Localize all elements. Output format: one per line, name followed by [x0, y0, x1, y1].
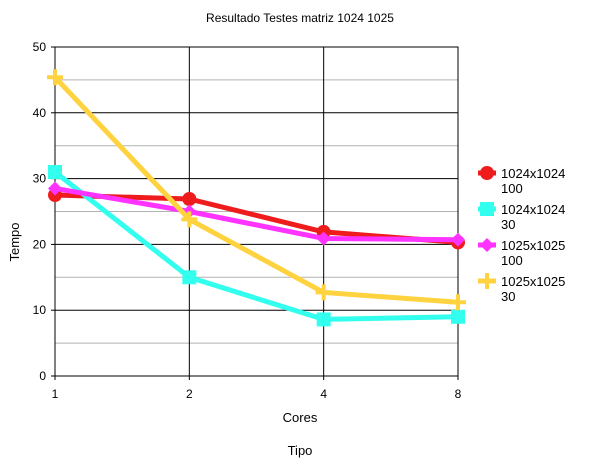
y-tick-label: 0	[39, 369, 46, 383]
y-tick-label: 50	[33, 40, 47, 54]
legend-label-line2: 100	[501, 253, 523, 268]
legend-label: 1024x1024	[501, 166, 565, 181]
legend-swatch-marker	[480, 238, 494, 252]
axes: 0 10 20 30 40 50 1 2 4 8	[33, 40, 462, 401]
grid	[54, 46, 459, 377]
x-tick-label: 2	[186, 387, 193, 401]
legend-swatch-marker	[479, 273, 495, 289]
x-tick-label: 8	[455, 387, 462, 401]
legend-label-line2: 30	[501, 217, 515, 232]
data-point-marker	[316, 312, 331, 327]
data-point-marker	[451, 309, 465, 324]
y-tick-label: 40	[33, 106, 47, 120]
legend-swatch-marker	[480, 202, 494, 216]
x-tick-label: 4	[320, 387, 327, 401]
legend-label: 1025x1025	[501, 238, 565, 253]
chart-title: Resultado Testes matriz 1024 1025	[206, 11, 394, 25]
legend-label-line2: 30	[501, 289, 515, 304]
series-group	[47, 69, 466, 327]
x-axis-label: Cores	[283, 410, 318, 425]
legend-swatch-marker	[480, 166, 494, 180]
y-axis-label: Tempo	[7, 222, 22, 261]
series-2	[48, 165, 465, 327]
data-point-marker	[182, 270, 197, 285]
data-point-marker	[48, 181, 62, 196]
data-point-marker	[47, 69, 63, 86]
footer-label: Tipo	[288, 443, 313, 458]
legend-label: 1025x1025	[501, 274, 565, 289]
y-tick-label: 20	[33, 237, 47, 251]
data-point-marker	[316, 231, 331, 246]
x-tick-label: 1	[52, 387, 59, 401]
series-line	[52, 169, 461, 322]
legend: 1024x10241001024x1024301025x10251001025x…	[478, 166, 565, 304]
series-line	[52, 185, 461, 243]
data-point-marker	[48, 165, 62, 180]
legend-label: 1024x1024	[501, 202, 565, 217]
series-line	[52, 74, 461, 305]
data-point-marker	[451, 232, 465, 247]
data-point-marker	[315, 284, 332, 301]
data-point-marker	[181, 211, 198, 228]
plot-area-border	[54, 46, 459, 377]
data-point-marker	[182, 191, 197, 206]
y-tick-label: 10	[33, 303, 47, 317]
series-4	[47, 69, 466, 311]
legend-label-line2: 100	[501, 181, 523, 196]
y-tick-label: 30	[33, 172, 47, 186]
data-point-marker	[450, 294, 466, 311]
